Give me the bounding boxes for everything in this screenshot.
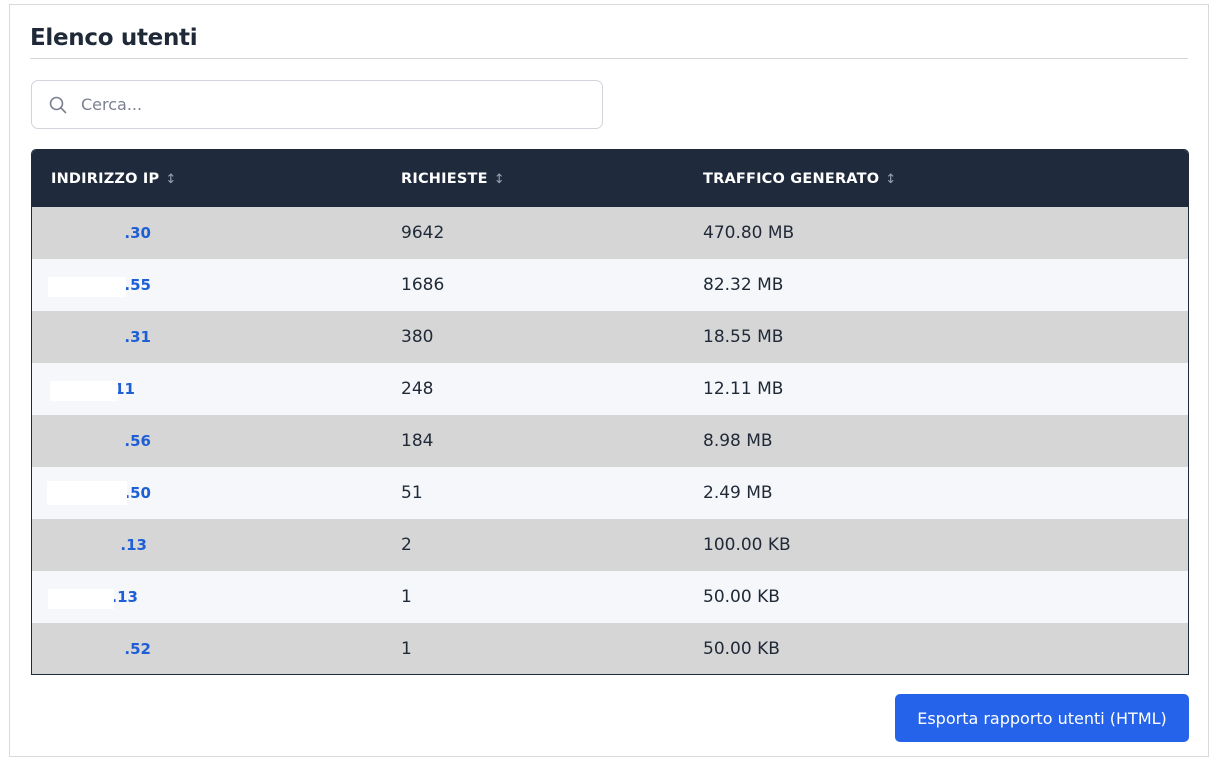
table-row: .55 1686 82.32 MB — [32, 259, 1188, 311]
traffic-cell: 8.98 MB — [703, 431, 773, 451]
requests-cell: 2 — [401, 535, 412, 555]
search-icon — [49, 96, 67, 114]
column-header-ip[interactable]: INDIRIZZO IP ↕ — [32, 150, 382, 207]
ip-cell: .31 — [32, 311, 382, 363]
traffic-cell: 82.32 MB — [703, 275, 784, 295]
ip-link[interactable]: .13 — [111, 588, 138, 606]
redaction-mask — [47, 481, 127, 505]
search-input[interactable] — [81, 82, 591, 127]
requests-cell: 1 — [401, 639, 412, 659]
ip-cell: .50 — [32, 467, 382, 519]
title-divider — [30, 58, 1188, 59]
ip-cell: .13 — [32, 571, 382, 623]
table-row: .11 248 12.11 MB — [32, 363, 1188, 415]
column-header-label: TRAFFICO GENERATO — [703, 170, 880, 187]
requests-cell: 184 — [401, 431, 434, 451]
sort-icon[interactable]: ↕ — [493, 171, 505, 187]
column-header-label: INDIRIZZO IP — [51, 170, 160, 187]
sort-icon[interactable]: ↕ — [885, 171, 897, 187]
ip-cell: .55 — [32, 259, 382, 311]
requests-cell: 51 — [401, 483, 423, 503]
traffic-cell: 2.49 MB — [703, 483, 773, 503]
redaction-mask — [48, 277, 126, 297]
traffic-cell: 470.80 MB — [703, 223, 795, 243]
traffic-cell: 100.00 KB — [703, 535, 791, 555]
search-box[interactable] — [31, 80, 603, 129]
table-row: .31 380 18.55 MB — [32, 311, 1188, 363]
page-title: Elenco utenti — [30, 25, 198, 51]
table-row: .30 9642 470.80 MB — [32, 207, 1188, 259]
table-header-row: INDIRIZZO IP ↕ RICHIESTE ↕ TRAFFICO GENERA… — [32, 150, 1188, 207]
requests-cell: 1686 — [401, 275, 445, 295]
ip-link[interactable]: .13 — [120, 536, 147, 554]
ip-link[interactable]: .56 — [124, 432, 151, 450]
ip-cell: .13 — [32, 519, 382, 571]
ip-link[interactable]: .52 — [124, 640, 151, 658]
table-row: .13 2 100.00 KB — [32, 519, 1188, 571]
sort-icon[interactable]: ↕ — [165, 171, 177, 187]
redaction-mask — [50, 381, 118, 401]
ip-cell: .52 — [32, 623, 382, 674]
column-header-traffic[interactable]: TRAFFICO GENERATO ↕ — [684, 150, 1188, 207]
export-report-button[interactable]: Esporta rapporto utenti (HTML) — [895, 694, 1189, 742]
users-table: INDIRIZZO IP ↕ RICHIESTE ↕ TRAFFICO GENERA… — [31, 149, 1189, 675]
ip-cell: .56 — [32, 415, 382, 467]
ip-cell: .30 — [32, 207, 382, 259]
requests-cell: 1 — [401, 587, 412, 607]
traffic-cell: 18.55 MB — [703, 327, 784, 347]
ip-link[interactable]: .55 — [124, 276, 151, 294]
table-row: .56 184 8.98 MB — [32, 415, 1188, 467]
traffic-cell: 12.11 MB — [703, 379, 784, 399]
requests-cell: 248 — [401, 379, 434, 399]
table-row: .13 1 50.00 KB — [32, 571, 1188, 623]
column-header-label: RICHIESTE — [401, 170, 488, 187]
table-row: .52 1 50.00 KB — [32, 623, 1188, 674]
traffic-cell: 50.00 KB — [703, 639, 780, 659]
user-list-panel: Elenco utenti INDIRIZZO IP ↕ RICHIESTE ↕ T… — [9, 4, 1209, 757]
requests-cell: 9642 — [401, 223, 445, 243]
ip-link[interactable]: .31 — [124, 328, 151, 346]
column-header-requests[interactable]: RICHIESTE ↕ — [382, 150, 684, 207]
ip-link[interactable]: .30 — [124, 224, 151, 242]
traffic-cell: 50.00 KB — [703, 587, 780, 607]
requests-cell: 380 — [401, 327, 434, 347]
ip-link[interactable]: .50 — [124, 484, 151, 502]
redaction-mask — [48, 589, 114, 609]
ip-cell: .11 — [32, 363, 382, 415]
table-row: .50 51 2.49 MB — [32, 467, 1188, 519]
